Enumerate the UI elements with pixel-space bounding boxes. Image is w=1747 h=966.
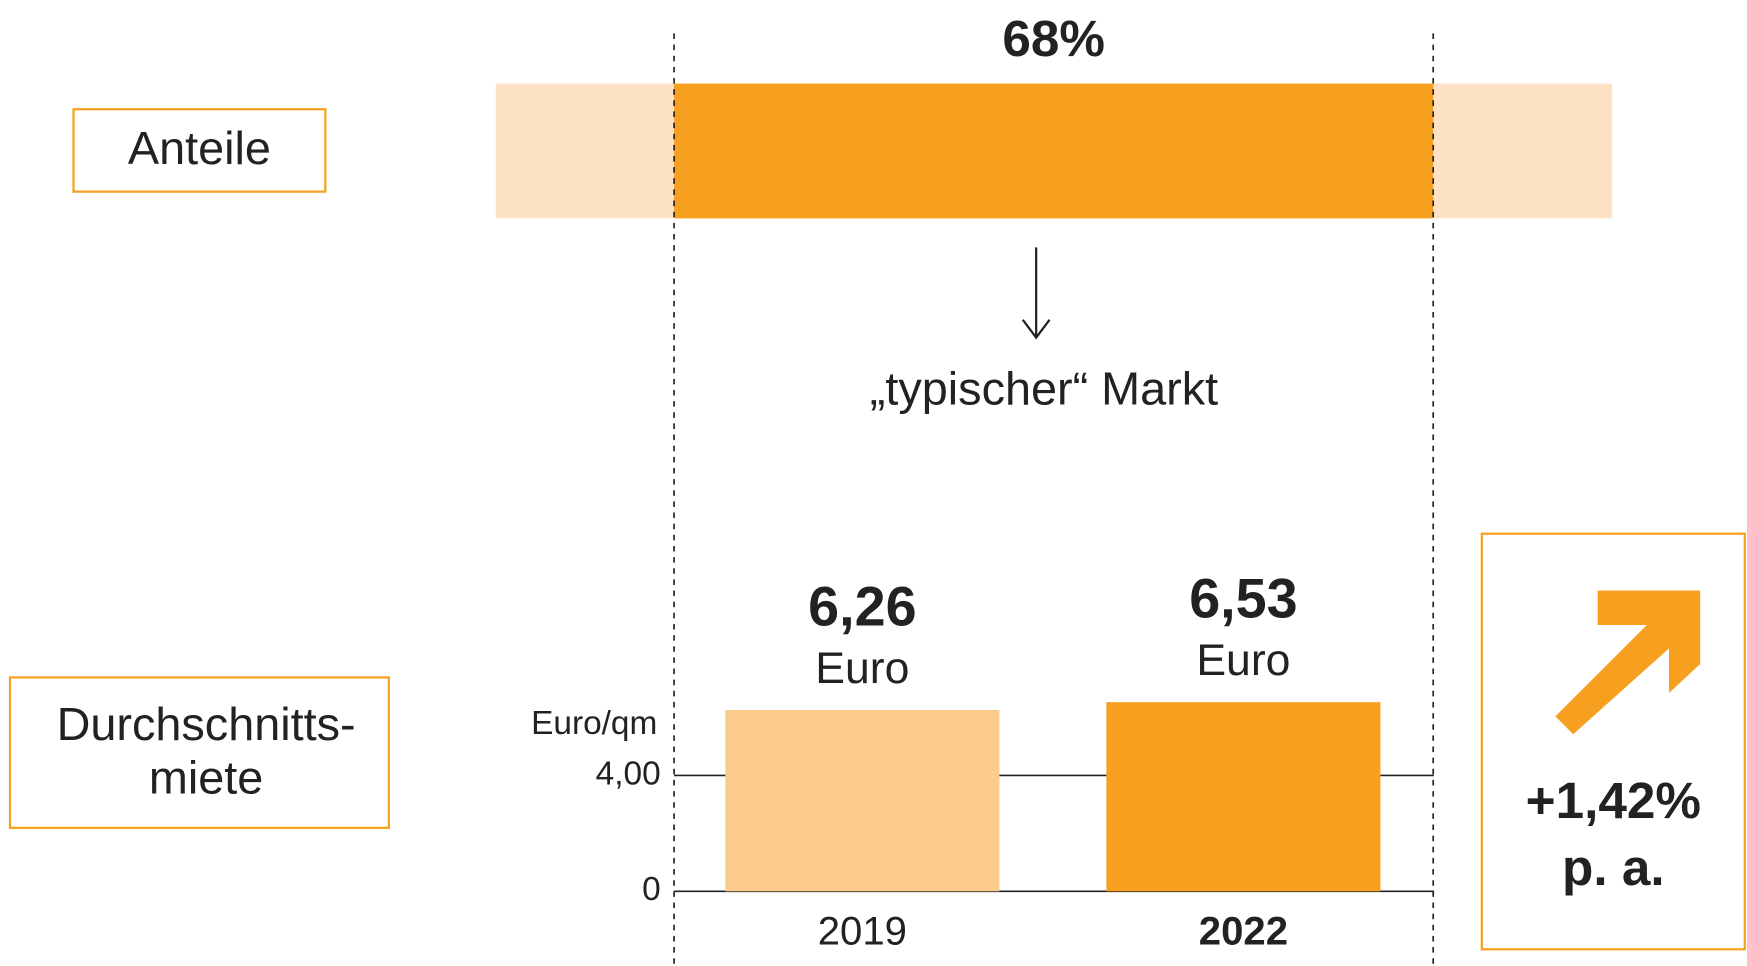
- trend-arrow: [1555, 590, 1701, 735]
- label-box: [72, 108, 327, 193]
- y-axis-label: Euro/qm: [531, 705, 657, 742]
- annotation-box: [1480, 532, 1746, 951]
- label: Durchschnitts-: [57, 698, 356, 750]
- x-tick-label: 2019: [818, 909, 907, 953]
- x-tick-label: 2022: [1199, 909, 1288, 953]
- label: Anteile: [128, 122, 271, 174]
- label-box: [8, 676, 390, 829]
- annotation: +1,42%: [1526, 772, 1701, 829]
- annotation: „typischer“ Markt: [870, 363, 1218, 415]
- value-unit: Euro: [1196, 636, 1290, 685]
- share-bar: [674, 83, 1434, 219]
- label: miete: [149, 751, 263, 803]
- annotation: p. a.: [1562, 839, 1665, 896]
- bar: [725, 709, 1000, 892]
- value-unit: Euro: [815, 644, 909, 693]
- share-value-label: 68%: [1002, 10, 1105, 67]
- bar: [1106, 702, 1381, 892]
- value-label: 6,53: [1189, 568, 1297, 630]
- y-tick-label: 0: [642, 871, 661, 908]
- y-tick-label: 4,00: [596, 755, 661, 792]
- value-label: 6,26: [808, 576, 916, 638]
- arrow-head: [1021, 319, 1051, 340]
